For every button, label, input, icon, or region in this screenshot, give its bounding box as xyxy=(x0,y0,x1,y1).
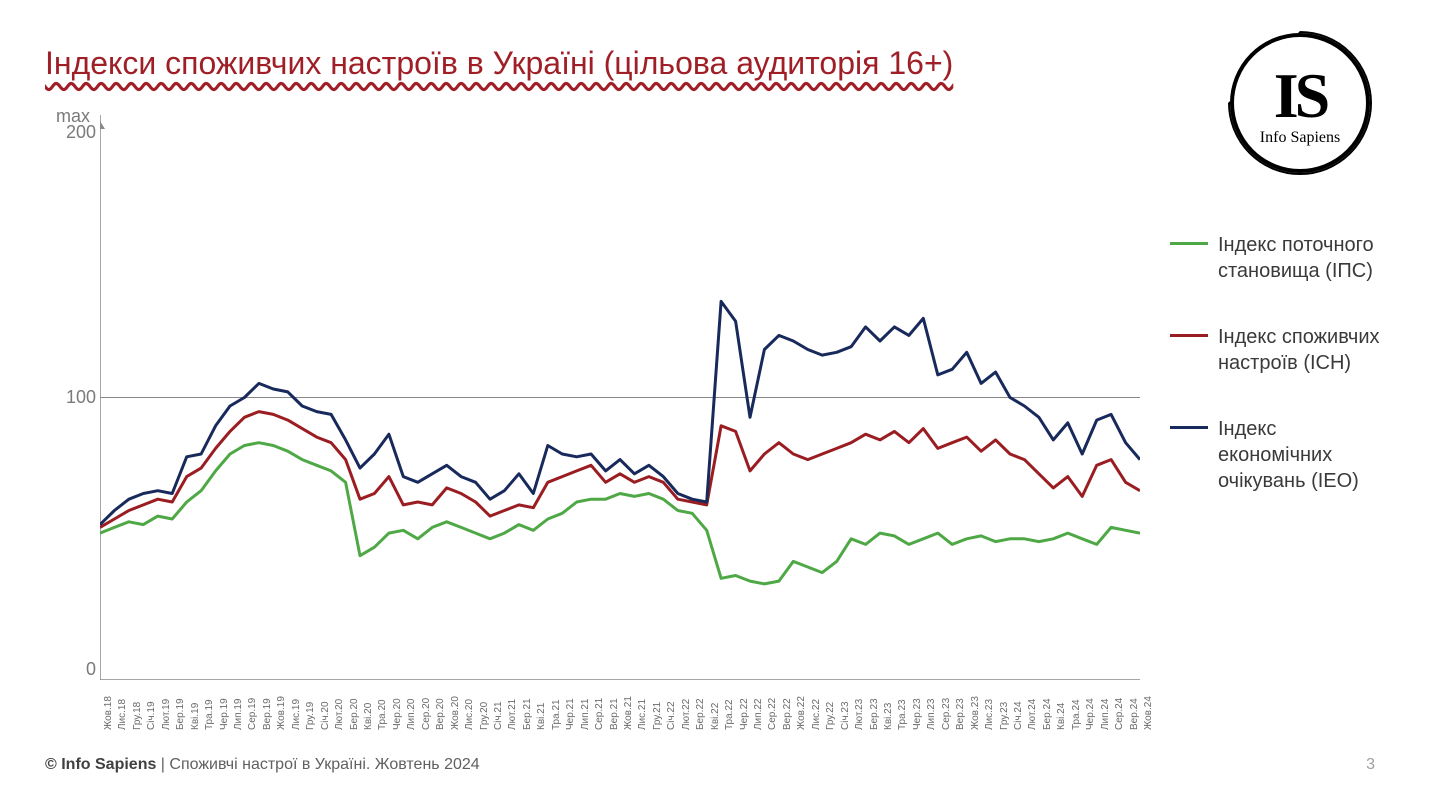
x-tick-label: Лис.21 xyxy=(637,699,648,730)
x-tick-label: Гру.18 xyxy=(132,702,143,730)
footer-rest: | Споживчі настрої в Україні. Жовтень 20… xyxy=(156,756,479,773)
x-tick-label: Чер.24 xyxy=(1085,698,1096,730)
x-tick-label: Сер.21 xyxy=(594,698,605,730)
x-tick-label: Бер.24 xyxy=(1042,698,1053,730)
x-tick-label: Жов.23 xyxy=(970,696,981,730)
x-tick-label: Гру.23 xyxy=(999,702,1010,730)
x-tick-label: Лют.21 xyxy=(507,699,518,730)
x-tick-label: Жов.19 xyxy=(276,696,287,730)
x-tick-label: Сер.24 xyxy=(1114,698,1125,730)
x-tick-label: Лют.19 xyxy=(161,699,172,730)
x-tick-label: Вер.19 xyxy=(262,698,273,730)
x-tick-label: Лис.18 xyxy=(117,699,128,730)
x-tick-label: Бер.22 xyxy=(695,698,706,730)
series-ips xyxy=(100,443,1140,584)
x-tick-label: Тра.20 xyxy=(377,699,388,730)
x-tick-label: Лют.22 xyxy=(681,699,692,730)
x-tick-label: Кві.19 xyxy=(190,703,201,730)
x-tick-label: Січ.19 xyxy=(146,701,157,730)
page-number: 3 xyxy=(1366,756,1375,774)
line-chart xyxy=(100,115,1140,680)
x-tick-label: Бер.21 xyxy=(522,698,533,730)
x-tick-label: Бер.23 xyxy=(869,698,880,730)
x-tick-label: Лип.20 xyxy=(406,699,417,730)
legend-swatch xyxy=(1170,242,1208,245)
x-tick-label: Чер.21 xyxy=(565,698,576,730)
legend-swatch xyxy=(1170,426,1208,429)
x-tick-label: Вер.22 xyxy=(782,698,793,730)
x-tick-label: Сер.22 xyxy=(767,698,778,730)
x-tick-label: Вер.24 xyxy=(1129,698,1140,730)
page-title: Індекси споживчих настроїв в Україні (ці… xyxy=(45,45,953,82)
x-tick-label: Тра.23 xyxy=(897,699,908,730)
x-tick-label: Тра.21 xyxy=(551,699,562,730)
x-tick-label: Гру.21 xyxy=(652,702,663,730)
logo-name: Info Sapiens xyxy=(1260,129,1340,147)
x-tick-label: Тра.22 xyxy=(724,699,735,730)
x-tick-label: Сер.23 xyxy=(941,698,952,730)
x-tick-label: Чер.23 xyxy=(912,698,923,730)
x-tick-label: Сер.19 xyxy=(247,698,258,730)
y-tick-0: 0 xyxy=(56,659,96,680)
x-tick-label: Чер.19 xyxy=(219,698,230,730)
x-tick-label: Вер.21 xyxy=(609,698,620,730)
x-tick-label: Лис.19 xyxy=(291,699,302,730)
x-tick-label: Кві.21 xyxy=(536,703,547,730)
legend-text: Індекс поточного становища (ІПС) xyxy=(1218,232,1395,284)
legend-text: Індекс споживчих настроїв (ІСН) xyxy=(1218,324,1395,376)
footer-brand: © Info Sapiens xyxy=(45,756,156,773)
x-tick-label: Кві.24 xyxy=(1056,703,1067,730)
footer: © Info Sapiens | Споживчі настрої в Укра… xyxy=(45,756,480,774)
x-tick-label: Вер.23 xyxy=(955,698,966,730)
y-tick-200: 200 xyxy=(56,122,96,143)
x-tick-label: Чер.20 xyxy=(392,698,403,730)
x-tick-label: Лис.22 xyxy=(811,699,822,730)
x-tick-label: Січ.20 xyxy=(320,701,331,730)
x-tick-label: Гру.20 xyxy=(479,702,490,730)
series-isn xyxy=(100,412,1140,528)
x-tick-label: Лис.20 xyxy=(464,699,475,730)
x-tick-label: Чер.22 xyxy=(739,698,750,730)
legend: Індекс поточного становища (ІПС) Індекс … xyxy=(1170,232,1395,534)
legend-item-ips: Індекс поточного становища (ІПС) xyxy=(1170,232,1395,284)
x-tick-label: Кві.22 xyxy=(710,703,721,730)
x-tick-label: Січ.24 xyxy=(1013,701,1024,730)
x-tick-label: Січ.22 xyxy=(666,701,677,730)
x-tick-label: Кві.20 xyxy=(363,703,374,730)
x-tick-label: Січ.23 xyxy=(840,701,851,730)
x-tick-label: Бер.19 xyxy=(175,698,186,730)
x-tick-label: Лют.23 xyxy=(854,699,865,730)
x-tick-label: Лип.19 xyxy=(233,699,244,730)
x-tick-label: Вер.20 xyxy=(435,698,446,730)
x-tick-label: Гру.19 xyxy=(305,702,316,730)
x-tick-label: Січ.21 xyxy=(493,701,504,730)
y-tick-100: 100 xyxy=(56,387,96,408)
x-tick-label: Тра.19 xyxy=(204,699,215,730)
legend-item-ieo: Індекс економічних очікувань (ІЕО) xyxy=(1170,416,1395,494)
x-axis-labels: Жов.18Лис.18 Гру.18Січ.19 Лют.19Бер.19 Кві.… xyxy=(100,682,1140,762)
x-tick-label: Жов.24 xyxy=(1143,696,1154,730)
x-tick-label: Жов.22 xyxy=(796,696,807,730)
legend-item-isn: Індекс споживчих настроїв (ІСН) xyxy=(1170,324,1395,376)
x-tick-label: Сер.20 xyxy=(421,698,432,730)
x-tick-label: Гру.22 xyxy=(825,702,836,730)
x-tick-label: Лип.23 xyxy=(926,699,937,730)
legend-text: Індекс економічних очікувань (ІЕО) xyxy=(1218,416,1395,494)
x-tick-label: Бер.20 xyxy=(349,698,360,730)
x-tick-label: Лют.20 xyxy=(334,699,345,730)
x-tick-label: Лип.24 xyxy=(1100,699,1111,730)
x-tick-label: Жов.18 xyxy=(103,696,114,730)
logo-initials: IS xyxy=(1274,67,1327,125)
legend-swatch xyxy=(1170,334,1208,337)
x-tick-label: Лип.22 xyxy=(753,699,764,730)
x-tick-label: Лют.24 xyxy=(1027,699,1038,730)
x-tick-label: Жов.20 xyxy=(450,696,461,730)
logo: IS Info Sapiens xyxy=(1225,28,1375,178)
x-tick-label: Тра.24 xyxy=(1071,699,1082,730)
x-tick-label: Лис.23 xyxy=(984,699,995,730)
x-tick-label: Кві.23 xyxy=(883,703,894,730)
x-tick-label: Жов.21 xyxy=(623,696,634,730)
x-tick-label: Лип.21 xyxy=(580,699,591,730)
